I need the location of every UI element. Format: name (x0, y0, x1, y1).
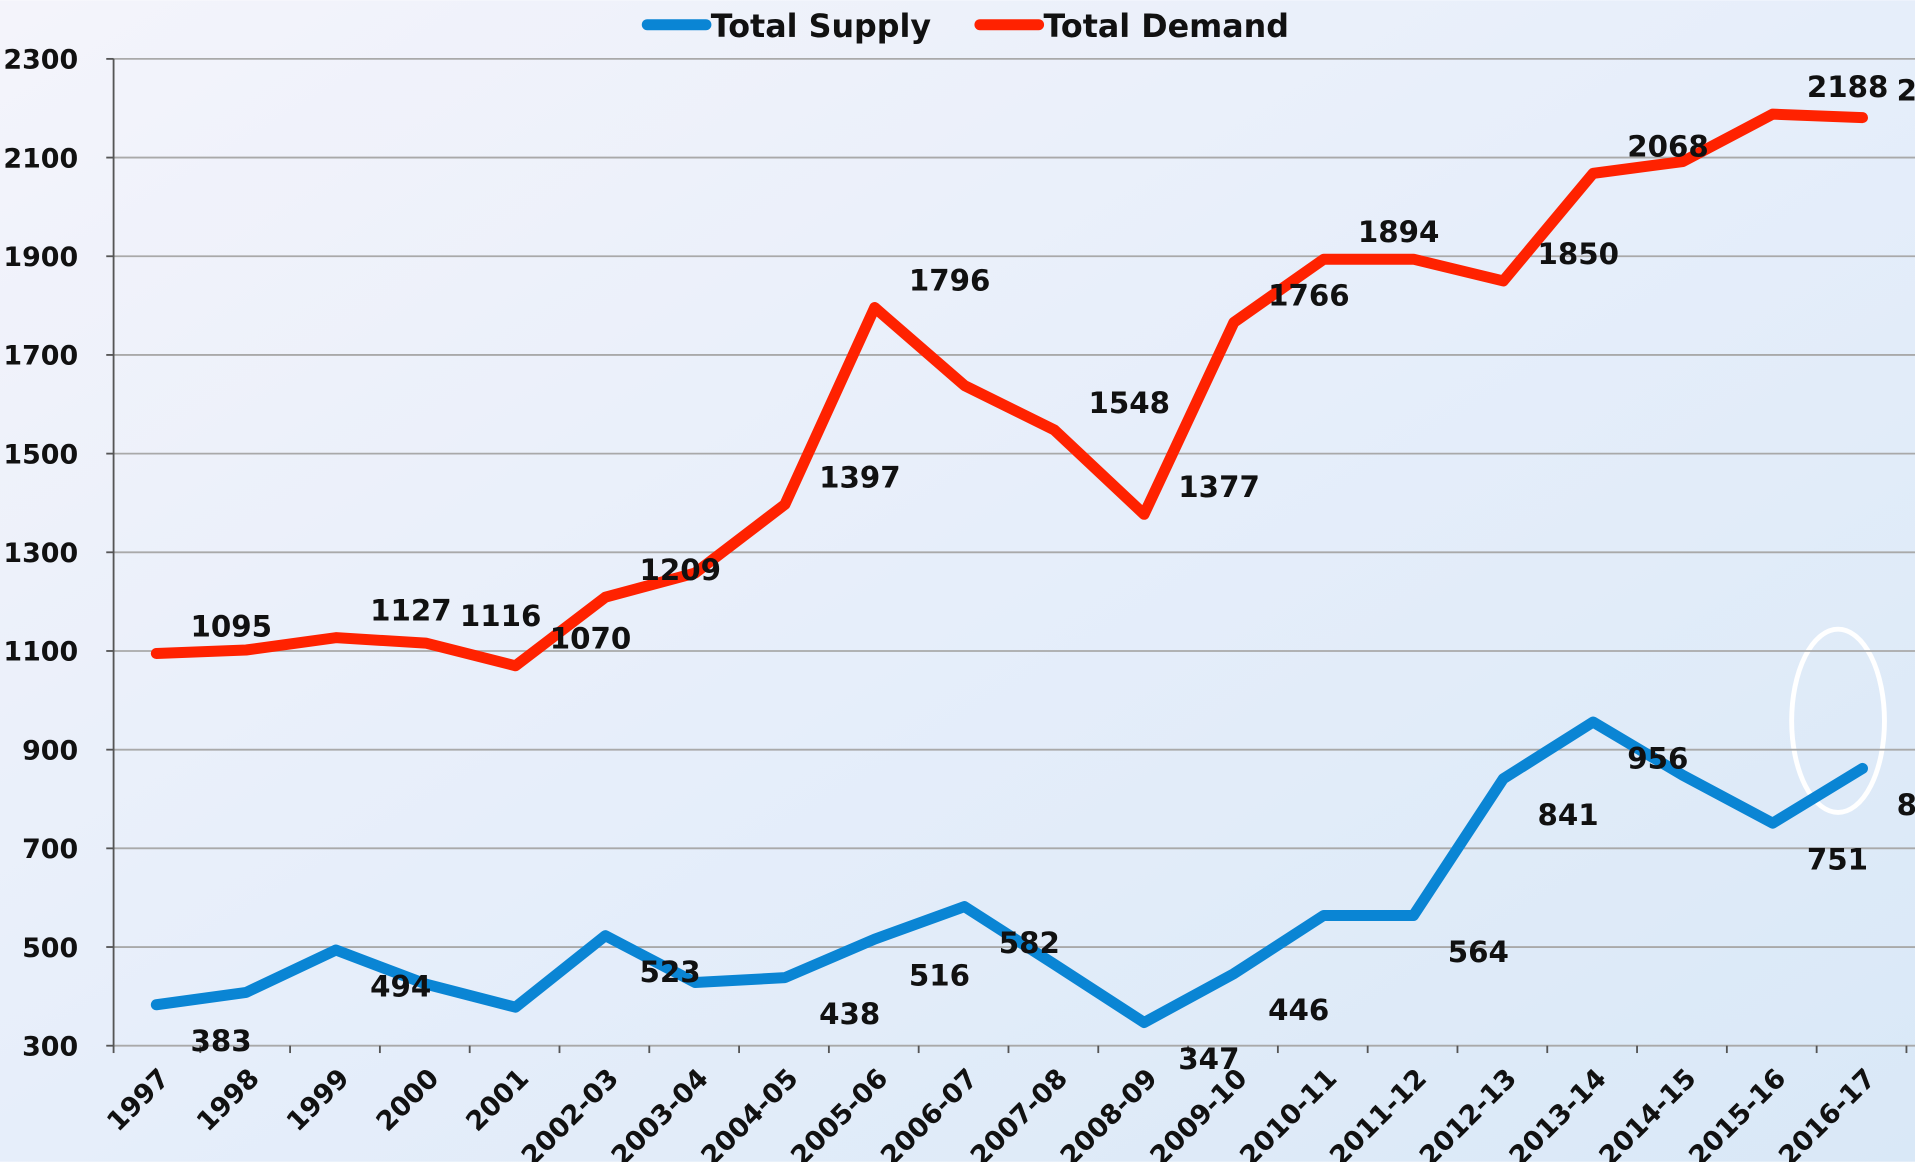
page: {"chart_data": {"type": "line", "categor… (0, 0, 1915, 1162)
y-tick-label: 2300 (3, 45, 78, 76)
y-tick-label: 1700 (3, 341, 78, 372)
y-tick-label: 1900 (3, 242, 78, 273)
data-label: 2181 (1897, 74, 1915, 108)
legend-label: Total Supply (711, 9, 932, 45)
data-label: 1894 (1358, 215, 1440, 249)
y-tick-label: 1500 (3, 439, 78, 470)
data-label: 1095 (191, 609, 273, 643)
data-label: 1850 (1537, 237, 1619, 271)
data-label: 841 (1537, 798, 1598, 832)
y-tick-label: 1100 (3, 637, 78, 668)
data-label: 1116 (460, 599, 542, 633)
y-tick-label: 1300 (3, 538, 78, 569)
data-label: 582 (999, 926, 1060, 960)
data-label: 438 (819, 997, 880, 1031)
y-tick-label: 700 (22, 834, 78, 865)
data-label: 516 (909, 959, 970, 993)
data-label: 1070 (550, 622, 632, 656)
data-label: 2068 (1627, 129, 1709, 163)
y-tick-label: 500 (22, 933, 78, 964)
data-label: 347 (1178, 1042, 1239, 1076)
data-label: 751 (1807, 843, 1868, 877)
data-label: 1548 (1089, 386, 1171, 420)
data-label: 494 (370, 969, 431, 1003)
data-label: 862 (1897, 788, 1915, 822)
data-label: 1377 (1178, 470, 1260, 504)
data-label: 956 (1627, 741, 1688, 775)
legend-label: Total Demand (1043, 9, 1289, 45)
data-label: 523 (640, 955, 701, 989)
data-label: 1209 (640, 553, 722, 587)
data-label: 564 (1448, 935, 1509, 969)
data-label: 383 (191, 1024, 252, 1058)
data-label: 1397 (819, 460, 901, 494)
data-label: 1127 (370, 594, 452, 628)
chart: 300 500 700 900 1100 1300 1500 1700 1900 2100 2300… (0, 0, 1915, 1162)
y-tick-label: 300 (22, 1031, 78, 1062)
y-tick-label: 900 (22, 735, 78, 766)
data-label: 2188 (1807, 70, 1889, 104)
data-label: 1766 (1268, 278, 1350, 312)
data-label: 446 (1268, 993, 1329, 1027)
data-label: 1796 (909, 263, 991, 297)
y-tick-label: 2100 (3, 143, 78, 174)
